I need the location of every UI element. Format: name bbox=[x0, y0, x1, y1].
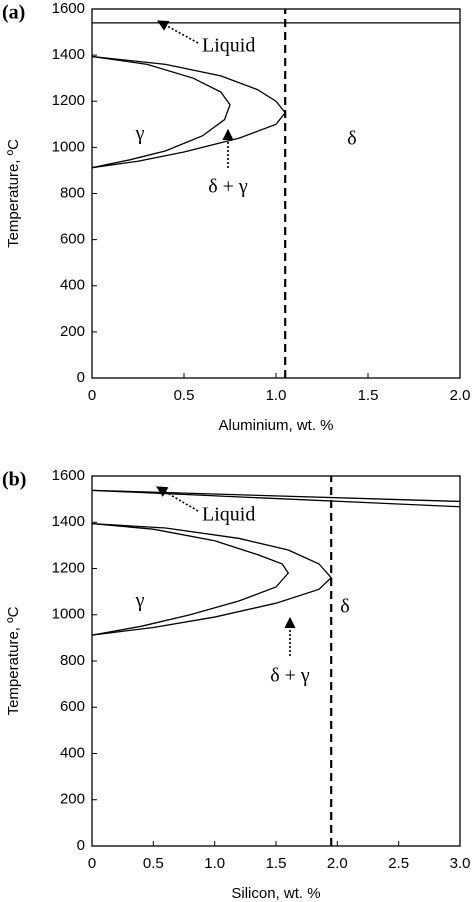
x-tick-label: 1.5 bbox=[266, 855, 287, 872]
annotation: δ bbox=[340, 596, 349, 618]
y-tick-label: 800 bbox=[60, 184, 85, 201]
x-axis-label: Aluminium, wt. % bbox=[218, 417, 333, 434]
phase-boundary bbox=[91, 55, 231, 169]
y-tick-label: 1200 bbox=[52, 92, 85, 109]
y-tick-label: 1600 bbox=[52, 467, 85, 484]
annotation: Liquid bbox=[202, 35, 255, 57]
x-tick-label: 3.0 bbox=[450, 855, 471, 872]
y-tick-label: 600 bbox=[60, 231, 85, 248]
x-tick-label: 0 bbox=[88, 387, 96, 404]
annotation: δ + γ bbox=[208, 176, 248, 198]
y-tick-label: 1000 bbox=[52, 606, 85, 623]
phase-boundary bbox=[91, 522, 333, 636]
panel-label: (b) bbox=[2, 469, 26, 491]
x-tick-label: 1.0 bbox=[204, 855, 225, 872]
x-tick-label: 2.0 bbox=[450, 387, 471, 404]
y-tick-label: 1600 bbox=[52, 0, 85, 17]
y-tick-label: 400 bbox=[60, 277, 85, 294]
annotation: δ bbox=[347, 128, 356, 150]
y-tick-label: 200 bbox=[60, 323, 85, 340]
annotation: γ bbox=[135, 123, 145, 145]
y-tick-label: 0 bbox=[77, 369, 85, 386]
y-axis-label: Temperature, ºC bbox=[5, 606, 22, 715]
y-axis-label: Temperature, ºC bbox=[5, 139, 22, 248]
y-tick-label: 1400 bbox=[52, 46, 85, 63]
phase-boundary bbox=[91, 489, 461, 508]
y-tick-label: 1000 bbox=[52, 138, 85, 155]
y-tick-label: 0 bbox=[77, 837, 85, 854]
y-tick-label: 600 bbox=[60, 698, 85, 715]
y-tick-label: 1400 bbox=[52, 513, 85, 530]
x-tick-label: 1.5 bbox=[358, 387, 379, 404]
arrow bbox=[157, 20, 199, 44]
panel-label: (a) bbox=[2, 2, 25, 24]
x-tick-label: 0.5 bbox=[174, 387, 195, 404]
annotation: δ + γ bbox=[270, 665, 310, 687]
phase-boundary bbox=[91, 489, 461, 503]
y-tick-label: 400 bbox=[60, 744, 85, 761]
annotation: γ bbox=[135, 590, 145, 612]
phase-boundary bbox=[91, 522, 290, 636]
x-tick-label: 0 bbox=[88, 855, 96, 872]
plot-frame bbox=[91, 475, 461, 847]
y-tick-label: 200 bbox=[60, 791, 85, 808]
y-tick-label: 800 bbox=[60, 652, 85, 669]
arrow bbox=[156, 486, 199, 512]
x-axis-label: Silicon, wt. % bbox=[231, 885, 320, 902]
x-tick-label: 0.5 bbox=[143, 855, 164, 872]
phase-boundary bbox=[91, 55, 287, 169]
x-tick-label: 2.5 bbox=[388, 855, 409, 872]
x-tick-label: 2.0 bbox=[327, 855, 348, 872]
y-tick-label: 1200 bbox=[52, 559, 85, 576]
annotation: Liquid bbox=[202, 504, 255, 526]
arrows bbox=[156, 20, 296, 656]
x-tick-label: 1.0 bbox=[266, 387, 287, 404]
